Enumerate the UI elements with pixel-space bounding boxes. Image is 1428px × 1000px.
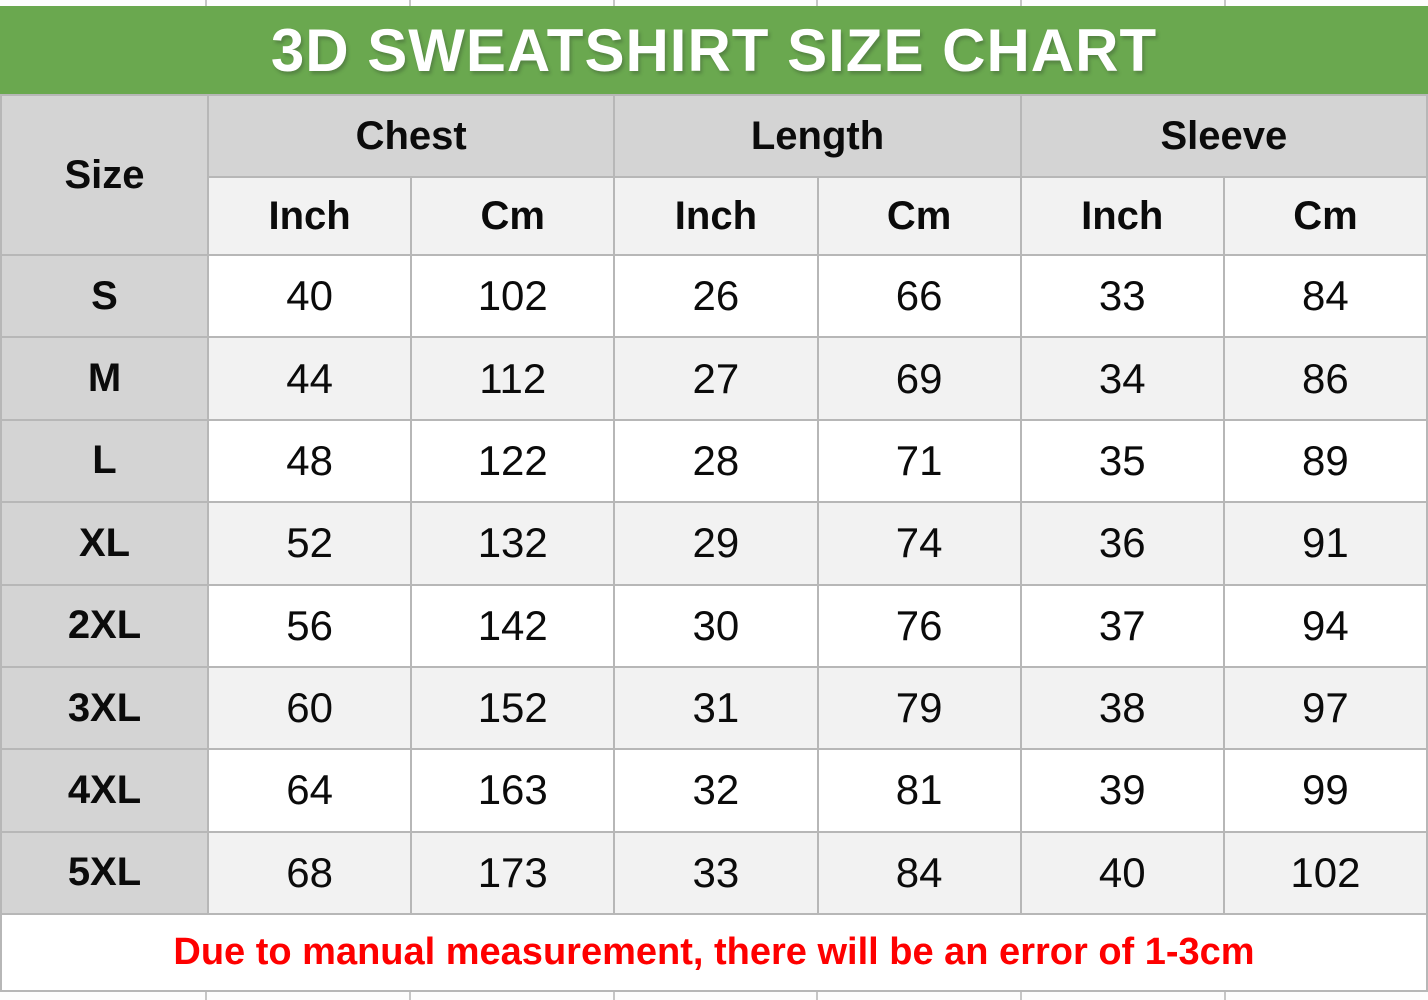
size-row-label: XL — [2, 503, 207, 584]
size-row-label: M — [2, 338, 207, 419]
measurement-cell: 74 — [818, 503, 1020, 584]
measurement-cell: 66 — [818, 256, 1020, 337]
measurement-cell: 30 — [615, 585, 817, 666]
measurement-cell: 27 — [615, 338, 817, 419]
unit-header-chest-cm: Cm — [412, 178, 614, 254]
measurement-cell: 152 — [412, 667, 614, 749]
sheet-edge-top — [0, 0, 1428, 6]
measurement-cell: 39 — [1021, 750, 1223, 831]
measurement-cell: 84 — [1224, 256, 1426, 337]
measurement-cell: 122 — [412, 420, 614, 502]
measurement-cell: 91 — [1224, 503, 1426, 584]
sheet-edge-cell — [818, 992, 1021, 1000]
measurement-cell: 132 — [412, 503, 614, 584]
measurement-cell: 81 — [818, 750, 1020, 831]
measurement-cell: 44 — [209, 338, 411, 419]
measurement-cell: 38 — [1021, 667, 1223, 749]
measurement-cell: 32 — [615, 750, 817, 831]
size-table: Size Chest Length Sleeve Inch Cm Inch Cm… — [0, 94, 1428, 992]
measurement-cell: 112 — [412, 338, 614, 419]
sheet-edge-cell — [207, 0, 409, 6]
col-group-sleeve: Sleeve — [1021, 96, 1426, 176]
measurement-cell: 26 — [615, 256, 817, 337]
measurement-cell: 68 — [209, 832, 411, 913]
sheet-edge-cell — [1226, 992, 1428, 1000]
measurement-cell: 76 — [818, 585, 1020, 666]
measurement-cell: 102 — [412, 256, 614, 337]
sheet-edge-cell — [1022, 992, 1225, 1000]
size-row-label: 5XL — [2, 832, 207, 913]
measurement-note: Due to manual measurement, there will be… — [173, 931, 1255, 973]
measurement-cell: 79 — [818, 667, 1020, 749]
measurement-cell: 40 — [1021, 832, 1223, 913]
unit-header-length-inch: Inch — [615, 178, 817, 254]
sheet-edge-cell — [410, 992, 613, 1000]
unit-header-length-cm: Cm — [818, 178, 1020, 254]
measurement-cell: 64 — [209, 750, 411, 831]
sheet-edge-cell — [818, 0, 1021, 6]
size-row-label: S — [2, 256, 207, 337]
measurement-cell: 89 — [1224, 420, 1426, 502]
measurement-cell: 34 — [1021, 338, 1223, 419]
measurement-cell: 37 — [1021, 585, 1223, 666]
measurement-cell: 97 — [1224, 667, 1426, 749]
measurement-cell: 173 — [412, 832, 614, 913]
sheet-edge-cell — [614, 992, 817, 1000]
measurement-cell: 71 — [818, 420, 1020, 502]
chart-title: 3D SWEATSHIRT SIZE CHART — [270, 16, 1158, 84]
measurement-cell: 86 — [1224, 338, 1426, 419]
size-row-label: 3XL — [2, 667, 207, 749]
sheet-edge-cell — [410, 0, 613, 6]
measurement-cell: 163 — [412, 750, 614, 831]
col-group-chest: Chest — [209, 96, 614, 176]
measurement-cell: 33 — [1021, 256, 1223, 337]
sheet-edge-bottom — [0, 992, 1428, 1000]
measurement-cell: 60 — [209, 667, 411, 749]
measurement-cell: 52 — [209, 503, 411, 584]
size-row-label: L — [2, 420, 207, 502]
col-header-size: Size — [2, 96, 207, 254]
measurement-cell: 84 — [818, 832, 1020, 913]
measurement-cell: 142 — [412, 585, 614, 666]
sheet-edge-cell — [0, 0, 205, 6]
sheet-edge-cell — [1022, 0, 1225, 6]
measurement-cell: 35 — [1021, 420, 1223, 502]
measurement-note-row: Due to manual measurement, there will be… — [2, 915, 1426, 990]
measurement-cell: 94 — [1224, 585, 1426, 666]
measurement-cell: 31 — [615, 667, 817, 749]
unit-header-sleeve-inch: Inch — [1021, 178, 1223, 254]
measurement-cell: 99 — [1224, 750, 1426, 831]
sheet-edge-cell — [614, 0, 817, 6]
measurement-cell: 36 — [1021, 503, 1223, 584]
measurement-cell: 33 — [615, 832, 817, 913]
size-row-label: 2XL — [2, 585, 207, 666]
col-group-length: Length — [615, 96, 1020, 176]
measurement-cell: 56 — [209, 585, 411, 666]
chart-title-banner: 3D SWEATSHIRT SIZE CHART — [0, 6, 1428, 94]
sheet-edge-cell — [207, 992, 409, 1000]
measurement-cell: 69 — [818, 338, 1020, 419]
measurement-cell: 102 — [1224, 832, 1426, 913]
size-row-label: 4XL — [2, 750, 207, 831]
measurement-cell: 40 — [209, 256, 411, 337]
measurement-cell: 48 — [209, 420, 411, 502]
measurement-cell: 28 — [615, 420, 817, 502]
unit-header-sleeve-cm: Cm — [1224, 178, 1426, 254]
unit-header-chest-inch: Inch — [209, 178, 411, 254]
sheet-edge-cell — [0, 992, 205, 1000]
sheet-edge-cell — [1226, 0, 1428, 6]
measurement-cell: 29 — [615, 503, 817, 584]
